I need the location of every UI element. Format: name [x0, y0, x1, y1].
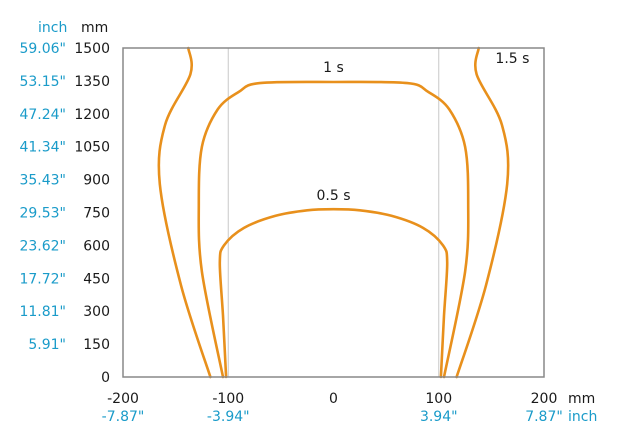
y-tick-mm-6: 900 — [83, 173, 110, 189]
plot-frame — [122, 47, 545, 378]
y-unit-inch: inch — [38, 20, 67, 36]
x-tick-mm-4: 200 — [531, 391, 558, 407]
y-tick-mm-0: 0 — [101, 370, 110, 386]
x-tick-mm-0: -200 — [107, 391, 139, 407]
series-label-1: 1 s — [323, 60, 344, 76]
y-tick-mm-8: 1200 — [74, 107, 110, 123]
y-tick-inch-9: 53.15" — [19, 74, 66, 90]
y-tick-mm-2: 300 — [83, 304, 110, 320]
y-tick-mm-10: 1500 — [74, 41, 110, 57]
y-tick-labels: 0 150 5.91" 300 11.81" 450 17.72" 600 23.62" 750 2… — [19, 41, 110, 386]
grid-lines — [227, 48, 440, 377]
curves — [157, 46, 510, 379]
y-tick-inch-1: 5.91" — [28, 337, 66, 353]
series-label-0: 0.5 s — [316, 188, 350, 204]
curve-labels: 0.5 s 1 s 1.5 s — [316, 51, 529, 204]
series-line-2 — [157, 46, 510, 379]
series-line-0 — [218, 207, 449, 379]
x-tick-mm-3: 100 — [425, 391, 452, 407]
x-unit-inch: inch — [568, 409, 597, 425]
y-tick-mm-1: 150 — [83, 337, 110, 353]
x-unit-mm: mm — [568, 391, 595, 407]
x-tick-inch-4: 7.87" — [525, 409, 563, 425]
y-tick-inch-10: 59.06" — [19, 41, 66, 57]
y-tick-inch-7: 41.34" — [19, 140, 66, 156]
y-tick-mm-9: 1350 — [74, 74, 110, 90]
x-tick-inch-3: 3.94" — [420, 409, 458, 425]
series-label-2: 1.5 s — [495, 51, 529, 67]
y-tick-inch-2: 11.81" — [19, 304, 66, 320]
x-tick-mm-2: 0 — [329, 391, 338, 407]
y-tick-inch-5: 29.53" — [19, 206, 66, 222]
y-tick-mm-3: 450 — [83, 271, 110, 287]
y-tick-mm-4: 600 — [83, 238, 110, 254]
y-tick-inch-6: 35.43" — [19, 173, 66, 189]
x-tick-mm-1: -100 — [212, 391, 244, 407]
series-line-1 — [197, 80, 470, 379]
y-tick-inch-4: 23.62" — [19, 238, 66, 254]
x-tick-inch-0: -7.87" — [102, 409, 145, 425]
y-tick-inch-3: 17.72" — [19, 271, 66, 287]
y-tick-mm-5: 750 — [83, 206, 110, 222]
x-tick-labels: -200 -7.87" -100 -3.94" 0 100 3.94" 200 7.87" — [102, 391, 563, 425]
y-tick-mm-7: 1050 — [74, 140, 110, 156]
y-unit-mm: mm — [81, 20, 108, 36]
y-tick-inch-8: 47.24" — [19, 107, 66, 123]
x-tick-inch-1: -3.94" — [207, 409, 250, 425]
